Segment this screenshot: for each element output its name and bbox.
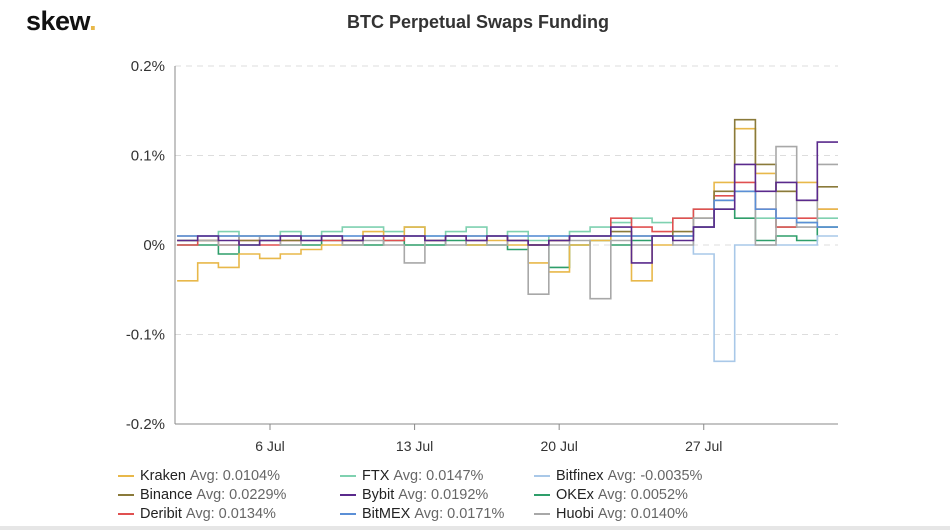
funding-chart: 0.2% 0.1% 0% -0.1% -0.2% 6 Jul 13 Jul 20 Jul 27 … <box>126 58 838 454</box>
legend-item-binance[interactable]: Binance Avg: 0.0229% <box>118 487 286 503</box>
legend-swatch <box>118 475 134 477</box>
legend-item-bitmex[interactable]: BitMEX Avg: 0.0171% <box>340 506 504 522</box>
series-line-bitfinex <box>177 235 838 363</box>
legend-swatch <box>118 513 134 515</box>
x-tick-label: 27 Jul <box>685 438 722 454</box>
legend-swatch <box>534 475 550 477</box>
y-tick-label: 0% <box>143 237 165 254</box>
legend-item-huobi[interactable]: Huobi Avg: 0.0140% <box>534 506 688 522</box>
x-tick-label: 20 Jul <box>540 438 577 454</box>
legend-name: BitMEX <box>362 506 411 522</box>
legend-name: Deribit <box>140 506 182 522</box>
x-tick-label: 6 Jul <box>255 438 285 454</box>
legend-name: Binance <box>140 487 193 503</box>
series-line-bitmex <box>177 190 838 237</box>
logo-text: skew <box>26 6 90 36</box>
skew-logo: skew. <box>26 6 97 37</box>
y-tick-label: 0.1% <box>131 148 165 165</box>
legend-swatch <box>340 475 356 477</box>
bottom-bar <box>0 526 950 530</box>
legend-name: FTX <box>362 468 390 484</box>
x-tick-label: 13 Jul <box>396 438 433 454</box>
legend-name: Huobi <box>556 506 594 522</box>
logo-dot: . <box>89 6 97 36</box>
legend-name: OKEx <box>556 487 594 503</box>
legend-swatch <box>340 513 356 515</box>
chart-title: BTC Perpetual Swaps Funding <box>346 12 610 32</box>
legend-avg: Avg: 0.0134% <box>185 506 276 522</box>
legend-avg: Avg: 0.0192% <box>398 487 489 503</box>
legend-item-bybit[interactable]: Bybit Avg: 0.0192% <box>340 487 488 503</box>
series-line-huobi <box>177 145 838 300</box>
legend-item-kraken[interactable]: Kraken Avg: 0.0104% <box>118 468 280 484</box>
legend-name: Bybit <box>362 487 395 503</box>
series-line-kraken <box>177 127 838 282</box>
legend-item-deribit[interactable]: Deribit Avg: 0.0134% <box>118 506 276 522</box>
legend-avg: Avg: 0.0147% <box>393 468 484 484</box>
legend-swatch <box>534 513 550 515</box>
legend-item-bitfinex[interactable]: Bitfinex Avg: -0.0035% <box>534 468 702 484</box>
legend-swatch <box>340 494 356 496</box>
legend-swatch <box>534 494 550 496</box>
legend-name: Bitfinex <box>556 468 604 484</box>
legend-name: Kraken <box>140 468 186 484</box>
y-tick-label: 0.2% <box>131 58 165 75</box>
series-line-ftx <box>177 190 838 242</box>
legend-item-ftx[interactable]: FTX Avg: 0.0147% <box>340 468 483 484</box>
legend-item-okex[interactable]: OKEx Avg: 0.0052% <box>534 487 688 503</box>
series-line-bybit <box>177 141 838 264</box>
legend-avg: Avg: 0.0104% <box>189 468 280 484</box>
y-tick-label: -0.2% <box>126 416 165 433</box>
legend-avg: Avg: 0.0171% <box>414 506 505 522</box>
legend-avg: Avg: 0.0140% <box>597 506 688 522</box>
y-tick-label: -0.1% <box>126 327 165 344</box>
legend-avg: Avg: -0.0035% <box>607 468 703 484</box>
legend-avg: Avg: 0.0052% <box>597 487 688 503</box>
legend-avg: Avg: 0.0229% <box>196 487 287 503</box>
legend-swatch <box>118 494 134 496</box>
